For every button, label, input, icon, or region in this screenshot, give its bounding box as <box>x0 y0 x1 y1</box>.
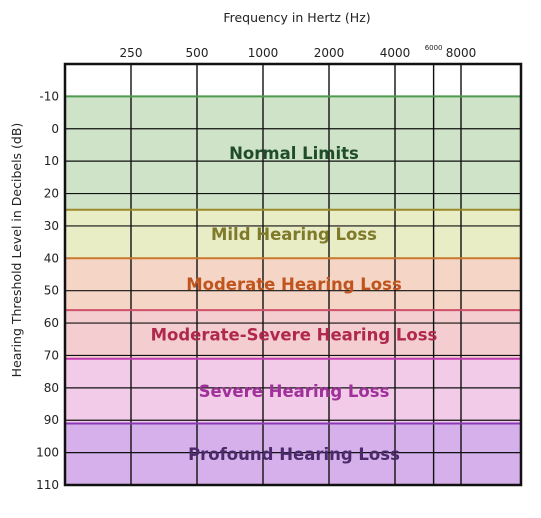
y-tick-label-6: 50 <box>44 284 59 298</box>
band-5 <box>65 423 521 485</box>
y-tick-label-11: 100 <box>36 446 59 460</box>
y-tick-label-3: 20 <box>44 187 59 201</box>
y-tick-label-9: 80 <box>44 381 59 395</box>
band-3 <box>65 310 521 359</box>
x-tick-label-2: 1000 <box>248 46 279 60</box>
band-label-0: Normal Limits <box>229 144 359 163</box>
y-tick-label-4: 30 <box>44 219 59 233</box>
band-label-5: Profound Hearing Loss <box>188 445 400 464</box>
band-boundaries <box>65 95 521 425</box>
x-axis-title: Frequency in Hertz (Hz) <box>223 10 370 25</box>
x-tick-label-6: 8000 <box>446 46 477 60</box>
band-label-2: Moderate Hearing Loss <box>186 275 402 294</box>
y-tick-label-1: 0 <box>51 122 59 136</box>
x-tick-label-1: 500 <box>186 46 209 60</box>
band-4 <box>65 358 521 424</box>
y-tick-label-5: 40 <box>44 251 59 265</box>
y-tick-label-8: 70 <box>44 348 59 362</box>
y-axis-title: Hearing Threshold Level in Decibels (dB) <box>9 123 24 378</box>
y-tick-label-0: -10 <box>39 89 59 103</box>
band-0 <box>65 96 521 210</box>
band-group <box>65 96 521 485</box>
y-tick-labels: -10 0 10 20 30 40 50 60 70 80 90 100 110 <box>36 89 59 492</box>
y-tick-label-10: 90 <box>44 413 59 427</box>
plot-frame <box>63 62 523 487</box>
band-2 <box>65 258 521 311</box>
x-tick-label-5: 6000 <box>425 44 443 52</box>
band-label-1: Mild Hearing Loss <box>211 225 377 244</box>
band-label-3: Moderate-Severe Hearing Loss <box>151 325 438 344</box>
x-tick-labels: 250 500 1000 2000 4000 6000 8000 <box>120 44 477 60</box>
band-label-group: Normal Limits Mild Hearing Loss Moderate H… <box>151 144 438 464</box>
y-tick-label-2: 10 <box>44 154 59 168</box>
y-tick-label-12: 110 <box>36 478 59 492</box>
x-tick-label-0: 250 <box>120 46 143 60</box>
x-tick-label-3: 2000 <box>314 46 345 60</box>
x-tick-label-4: 4000 <box>380 46 411 60</box>
band-label-4: Severe Hearing Loss <box>199 382 390 401</box>
band-1 <box>65 209 521 259</box>
y-tick-label-7: 60 <box>44 316 59 330</box>
